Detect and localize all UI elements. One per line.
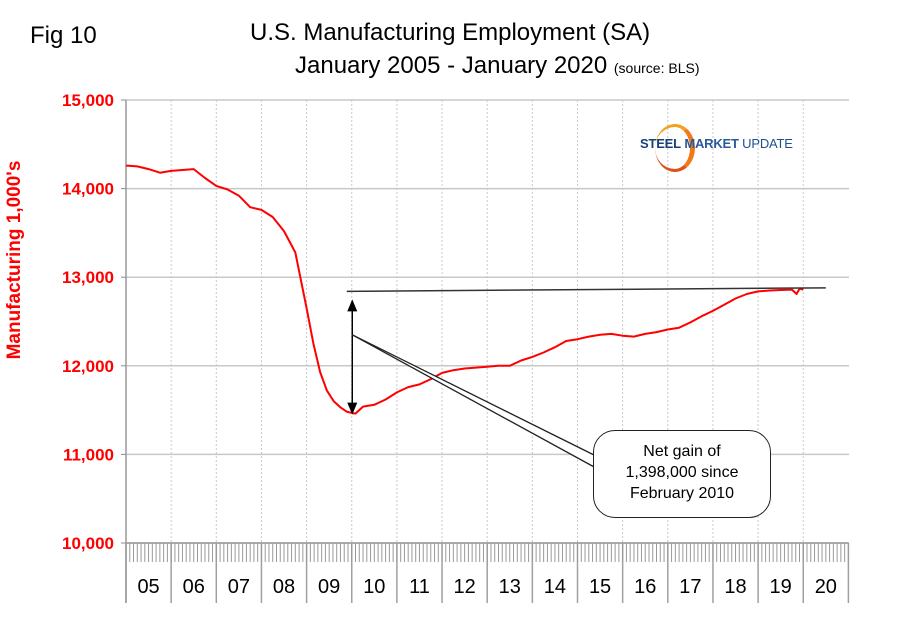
arrow-head-down-icon (347, 402, 358, 415)
y-tick-label: 14,000 (62, 180, 114, 199)
x-tick-label: 06 (183, 576, 205, 598)
chart-subtitle: January 2005 - January 2020 (source: BLS… (295, 52, 699, 80)
logo-swoosh-icon (655, 124, 695, 172)
x-tick-label: 14 (544, 576, 566, 598)
y-tick-label: 12,000 (62, 357, 114, 376)
x-tick-label: 05 (137, 576, 159, 598)
x-tick-label: 09 (318, 576, 340, 598)
y-tick-label: 13,000 (62, 268, 114, 287)
y-tick-label: 11,000 (63, 445, 114, 464)
callout-pointer-edge (351, 334, 597, 457)
x-tick-label: 08 (273, 576, 295, 598)
employment-series-line (125, 164, 804, 415)
x-tick-label: 18 (724, 576, 746, 598)
x-tick-label: 20 (815, 576, 837, 598)
x-tick-label: 15 (589, 576, 611, 598)
callout-line-3: February 2010 (629, 485, 735, 502)
x-tick-label: 10 (363, 576, 385, 598)
y-tick-label: 15,000 (62, 91, 114, 110)
x-tick-label: 13 (499, 576, 521, 598)
arrow-head-up-icon (347, 299, 358, 312)
x-tick-label: 17 (679, 576, 701, 598)
x-tick-label: 12 (454, 576, 476, 598)
y-tick-label: 10,000 (62, 534, 114, 553)
annotations (346, 287, 826, 469)
net-gain-callout: Net gain of 1,398,000 since February 201… (593, 430, 771, 518)
callout-line-2: 1,398,000 since (625, 464, 739, 481)
logo-text: STEEL MARKET UPDATE (640, 136, 793, 151)
x-tick-label: 11 (409, 576, 430, 598)
callout-pointer-edge (351, 334, 597, 469)
prior-peak-reference-line (346, 287, 826, 293)
logo-word-market: MARKET (684, 136, 739, 151)
chart-title: U.S. Manufacturing Employment (SA) (250, 19, 651, 46)
logo-word-update: UPDATE (742, 136, 793, 151)
subtitle-text: January 2005 - January 2020 (295, 52, 608, 79)
logo-word-steel: STEEL (640, 136, 681, 151)
x-tick-label: 19 (770, 576, 792, 598)
figure-label: Fig 10 (30, 22, 97, 49)
steel-market-update-logo: STEEL MARKET UPDATE (635, 122, 805, 178)
x-tick-label: 16 (634, 576, 656, 598)
callout-line-1: Net gain of (643, 443, 721, 460)
source-note: (source: BLS) (613, 60, 700, 76)
x-tick-label: 07 (228, 576, 250, 598)
axes: 10,000 11,000 12,000 13,000 14,000 15,000 05 06… (62, 91, 850, 603)
series-layer (125, 164, 804, 415)
